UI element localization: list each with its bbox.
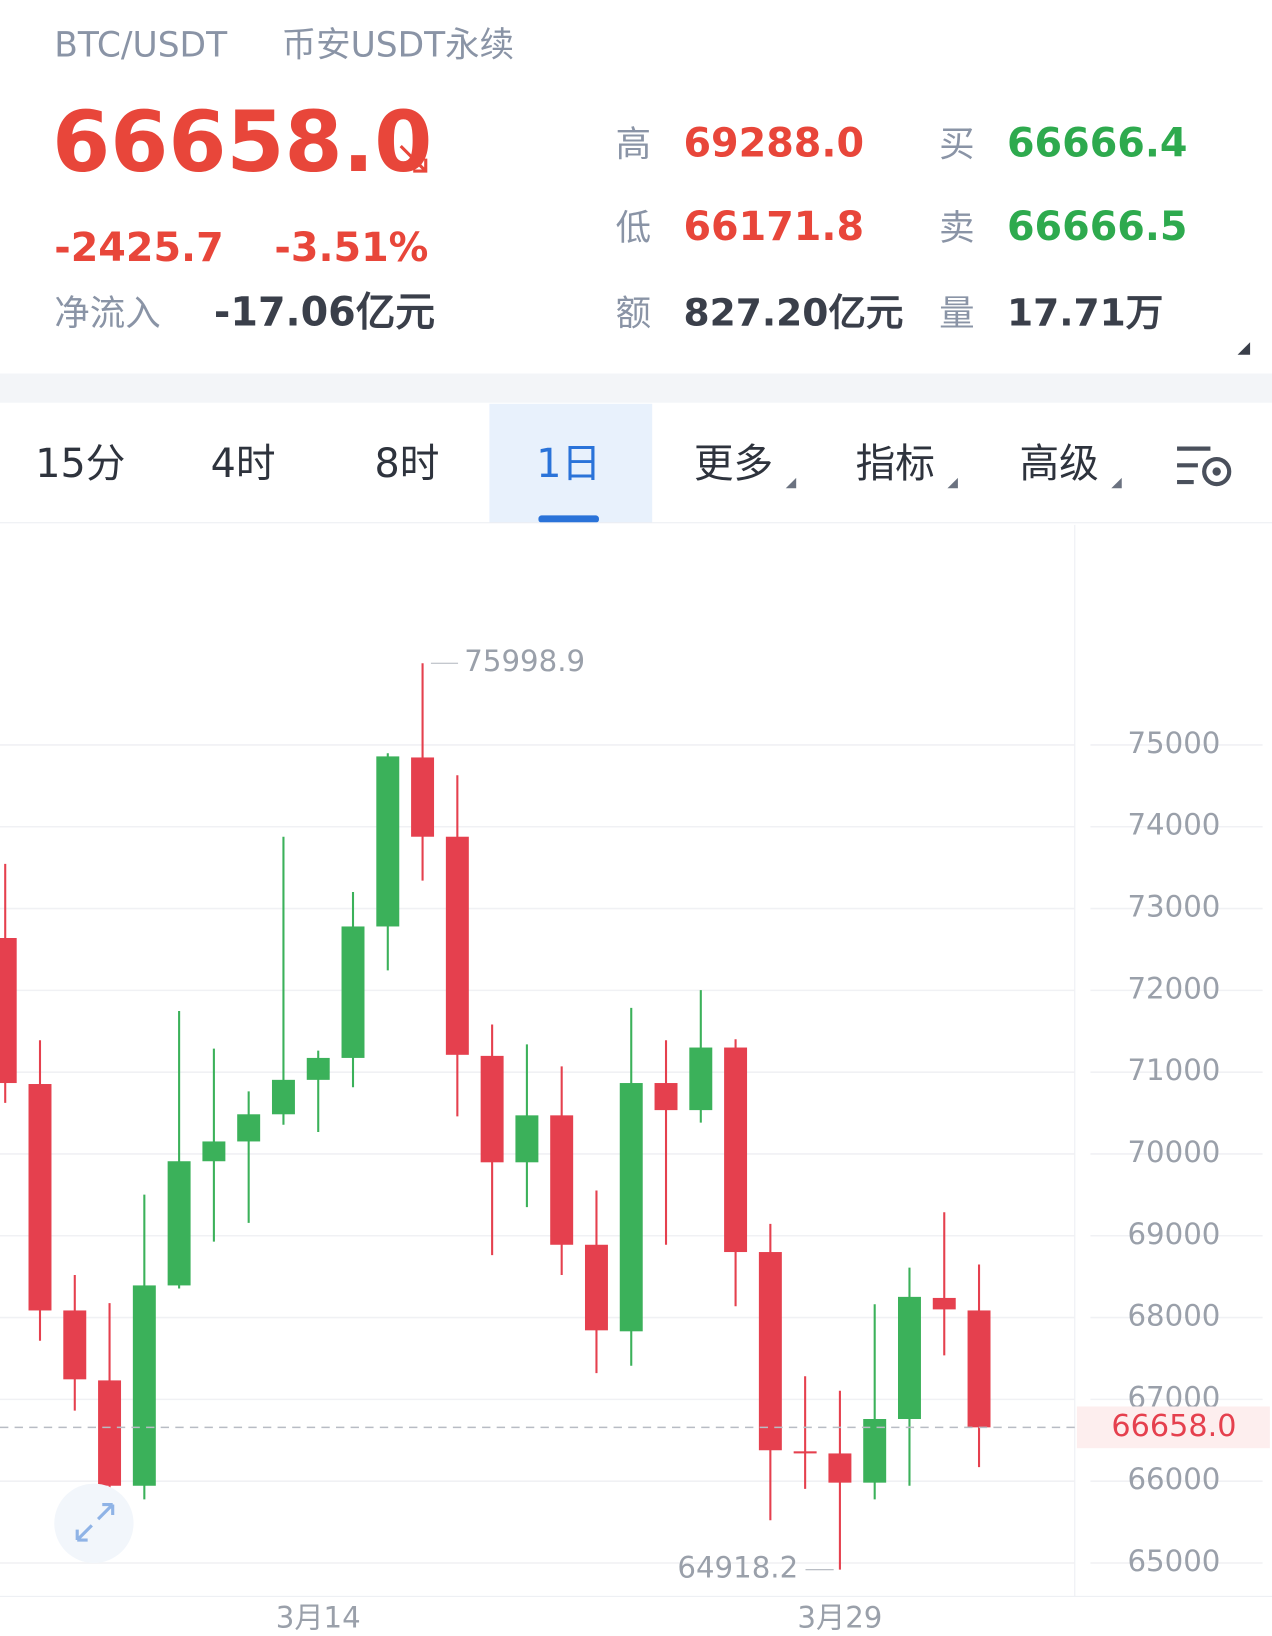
- stat-label: 卖: [939, 208, 974, 249]
- candle-body: [654, 1083, 678, 1111]
- candle-body: [932, 1297, 956, 1310]
- active-tab-underline: [538, 515, 599, 523]
- settings-icon[interactable]: [1177, 446, 1232, 487]
- stat-label: 量: [939, 293, 974, 334]
- separator: [0, 373, 1272, 403]
- y-tick-label: 71000: [1127, 1053, 1220, 1087]
- candle-body: [863, 1419, 887, 1483]
- change-pct: -3.51%: [274, 225, 428, 271]
- dropdown-triangle: [785, 477, 797, 489]
- tab[interactable]: 指标: [856, 441, 935, 487]
- candle-body: [202, 1141, 226, 1162]
- candle-body: [550, 1115, 574, 1245]
- tab-bar: 15分 4时 8时 1日 更多 指标 高级: [35, 403, 1122, 523]
- stat-label: 高: [616, 124, 651, 165]
- stat-label: 低: [616, 208, 651, 249]
- tab[interactable]: 4时: [211, 441, 276, 487]
- candle-body: [28, 1084, 52, 1311]
- y-tick-label: 65000: [1127, 1544, 1220, 1578]
- y-tick-label: 74000: [1127, 808, 1220, 842]
- candle-body: [376, 756, 400, 927]
- stat-value: 827.20亿元: [683, 291, 903, 335]
- candle-body: [306, 1057, 330, 1080]
- stat-value: 66666.5: [1007, 204, 1188, 250]
- candle-body: [411, 757, 435, 837]
- candle-body: [0, 938, 17, 1084]
- candle-body: [584, 1244, 608, 1331]
- stat-value: 69288.0: [683, 121, 864, 167]
- tab[interactable]: 更多: [694, 441, 773, 487]
- pair: BTC/USDT: [54, 25, 228, 65]
- stat-value: 66666.4: [1007, 121, 1188, 167]
- active-tab-bg: [489, 403, 653, 523]
- y-tick-label: 70000: [1127, 1135, 1220, 1169]
- y-tick-label: 73000: [1127, 890, 1220, 924]
- candle-body: [619, 1083, 643, 1332]
- x-tick-label: 3月29: [797, 1600, 882, 1634]
- last-price-label: 66658.0: [1111, 1409, 1236, 1444]
- max-label: 75998.9: [464, 644, 585, 678]
- tab[interactable]: 15分: [35, 441, 125, 487]
- candle-body: [724, 1047, 748, 1253]
- tab[interactable]: 8时: [375, 441, 440, 487]
- dropdown-triangle: [947, 477, 958, 489]
- candle-body: [793, 1451, 817, 1454]
- candle-body: [689, 1047, 713, 1111]
- stat-label: 买: [939, 124, 974, 165]
- candle-body: [237, 1114, 261, 1142]
- candle-body: [967, 1310, 991, 1428]
- zoom-button[interactable]: [54, 1483, 134, 1563]
- candle-body: [480, 1055, 504, 1163]
- change: -2425.7: [54, 225, 223, 271]
- tab[interactable]: 高级: [1019, 441, 1098, 487]
- dropdown-triangle: [1111, 477, 1122, 489]
- chart: 6500066000670006800069000700007100072000…: [0, 524, 1272, 1634]
- y-tick-label: 69000: [1127, 1217, 1220, 1251]
- price: 66658.0: [52, 94, 432, 191]
- stat-label: 额: [616, 293, 651, 334]
- candle-body: [63, 1310, 87, 1380]
- candle-body: [897, 1296, 921, 1420]
- y-tick-label: 75000: [1127, 726, 1220, 760]
- last-price-bg: [1076, 1406, 1270, 1449]
- y-tick-label: 72000: [1127, 971, 1220, 1005]
- x-tick-label: 3月14: [276, 1600, 361, 1634]
- y-tick-label: 68000: [1127, 1299, 1220, 1333]
- stat-value: 66171.8: [683, 204, 864, 250]
- y-tick-label: 66000: [1127, 1462, 1220, 1496]
- candle-body: [98, 1380, 122, 1486]
- net-inflow-label: 净流入: [54, 293, 160, 334]
- expand-triangle[interactable]: [1237, 342, 1251, 355]
- candle-body: [167, 1161, 191, 1286]
- market: 币安USDT永续: [282, 25, 514, 65]
- down-arrow: [399, 144, 428, 173]
- stat-value: 17.71万: [1007, 291, 1163, 335]
- candle-body: [758, 1252, 782, 1451]
- tab[interactable]: 1日: [536, 441, 601, 487]
- net-inflow: -17.06亿元: [214, 290, 435, 336]
- candle-body: [445, 836, 469, 1055]
- candle-body: [271, 1079, 295, 1115]
- candle-body: [828, 1453, 852, 1483]
- candle-body: [341, 926, 365, 1058]
- candle-body: [515, 1115, 539, 1163]
- candle-body: [132, 1285, 156, 1486]
- min-label: 64918.2: [677, 1551, 798, 1585]
